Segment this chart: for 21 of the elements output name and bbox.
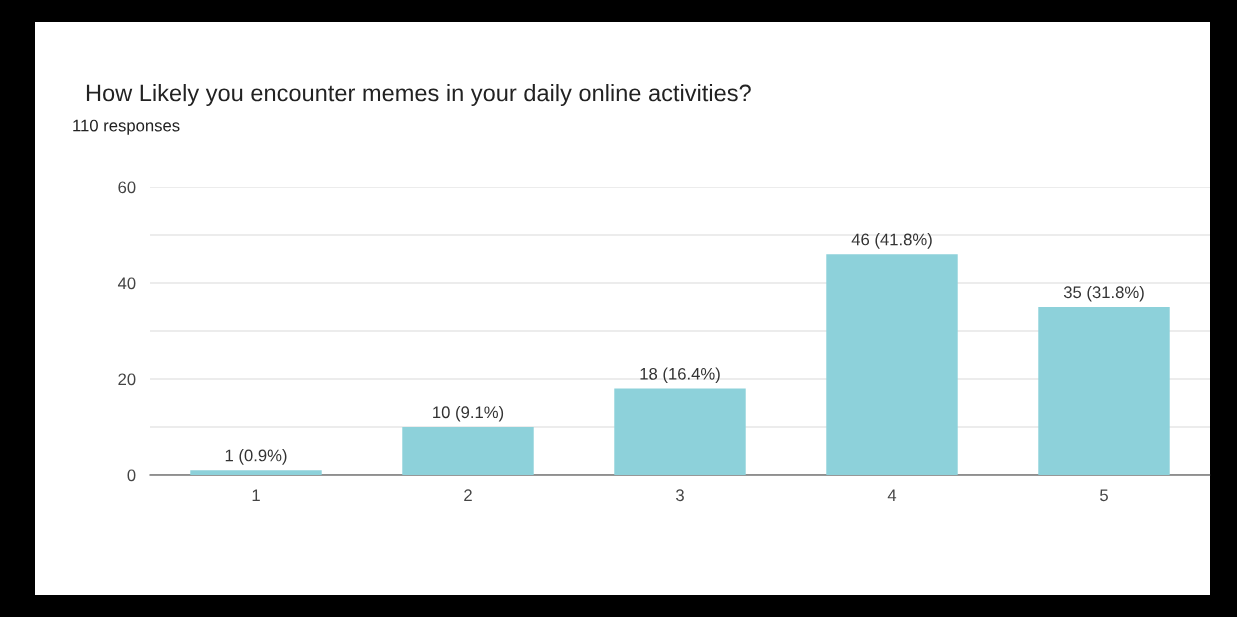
bar bbox=[826, 254, 958, 475]
data-label: 35 (31.8%) bbox=[1063, 285, 1144, 302]
data-label: 1 (0.9%) bbox=[225, 449, 287, 465]
data-label: 18 (16.4%) bbox=[640, 367, 720, 384]
bar bbox=[614, 388, 746, 475]
x-tick-label: 4 bbox=[887, 489, 897, 501]
bar bbox=[190, 470, 322, 475]
data-label: 10 (9.1%) bbox=[433, 405, 504, 422]
bar bbox=[1038, 307, 1170, 475]
bar bbox=[402, 427, 534, 475]
y-tick-label: 40 bbox=[117, 277, 136, 290]
data-label: 46 (41.8%) bbox=[851, 233, 932, 249]
x-tick-label: 1 bbox=[252, 489, 260, 501]
y-tick-label: 60 bbox=[118, 181, 136, 194]
chart-subtitle: 110 responses bbox=[73, 119, 180, 135]
x-tick-label: 3 bbox=[676, 489, 684, 502]
y-tick-label: 0 bbox=[127, 469, 136, 482]
x-tick-label: 5 bbox=[1100, 489, 1108, 502]
chart-title: How Likely you encounter memes in your daily online activities? bbox=[86, 84, 751, 107]
x-tick-label: 2 bbox=[464, 489, 472, 501]
y-tick-label: 20 bbox=[118, 373, 136, 386]
